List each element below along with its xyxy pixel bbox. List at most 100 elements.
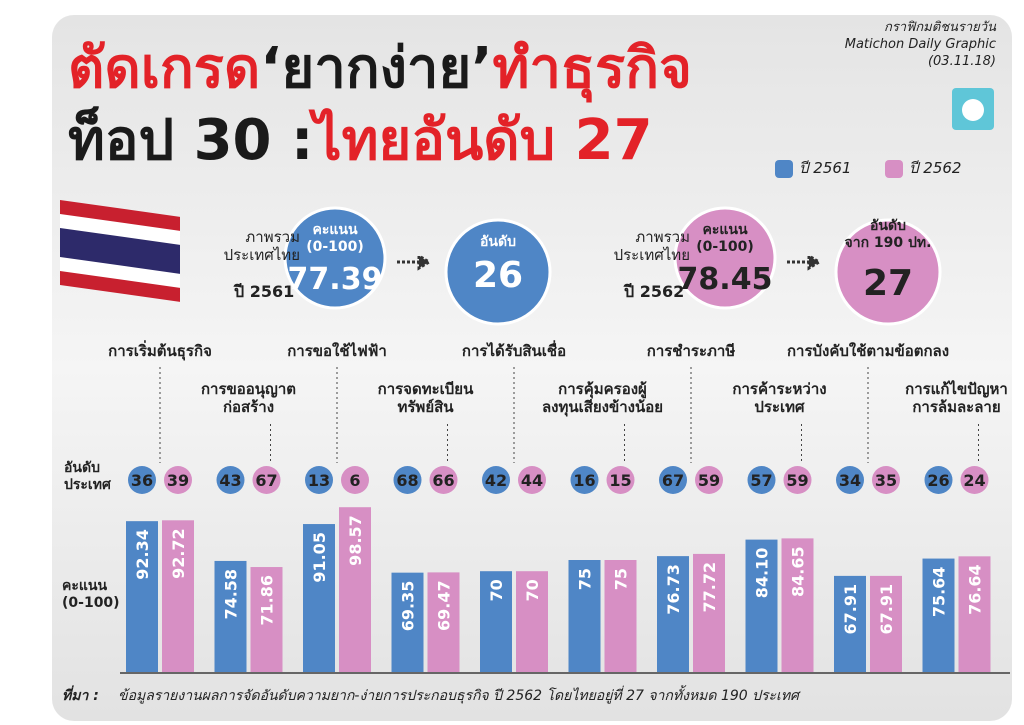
title-part: ท็อป 30 :: [68, 108, 314, 173]
bar: [214, 560, 247, 672]
category-label: การเริ่มต้นธุรกิจ: [108, 342, 212, 360]
value-label: 77.72: [700, 562, 719, 613]
value-label: 98.57: [346, 515, 365, 566]
value-label: 75: [612, 568, 631, 590]
summary-year: ปี 2562: [624, 282, 685, 301]
legend-label: ปี 2561: [799, 159, 852, 177]
category-label: การคุ้มครองผู้ ลงทุนเสียงข้างน้อย: [541, 380, 664, 416]
title-part: ตัดเกรด: [68, 36, 261, 101]
bar: [568, 560, 601, 672]
score-circle: [283, 206, 387, 310]
bar: [657, 556, 689, 672]
category-label: การบังคับใช้ตามข้อตกลง: [786, 342, 950, 360]
credit: กราฟิกมติชนรายวัน: [883, 20, 996, 35]
score-value: 77.39: [287, 262, 383, 297]
rank-badge: [341, 466, 369, 494]
rank-badge: [872, 466, 900, 494]
rank-value: 57: [750, 471, 772, 490]
legend-swatch: [775, 160, 793, 178]
credit: Matichon Daily Graphic: [844, 37, 996, 52]
rank-badge: [924, 466, 953, 494]
rank-badge: [659, 466, 687, 494]
score-label: คะแนน (0-100): [306, 222, 364, 255]
bar: [250, 567, 283, 672]
category-label: การจดทะเบียน ทรัพย์สิน: [377, 380, 474, 416]
rank-value: 34: [839, 471, 861, 490]
rank-badge: [606, 466, 635, 494]
value-label: 74.58: [222, 569, 241, 620]
bar: [516, 571, 548, 672]
rank-value: 67: [662, 471, 684, 490]
baseline: [120, 672, 1010, 674]
value-label: 69.47: [435, 580, 454, 631]
rank-value: 26: [472, 255, 524, 296]
rank-badge: [570, 466, 599, 494]
rank-label: อันดับ จาก 190 ปท.: [844, 218, 932, 251]
rank-value: 67: [255, 471, 277, 490]
score-value: 78.45: [677, 262, 773, 297]
bar: [604, 560, 637, 672]
bar: [391, 572, 424, 672]
rank-badge: [216, 466, 245, 494]
bar: [162, 520, 194, 672]
title-part: ‘ยากง่าย’: [260, 36, 493, 101]
arrow: [397, 253, 432, 271]
category-label: การได้รับสินเชื่อ: [461, 342, 567, 360]
bar: [693, 553, 725, 672]
flag: [60, 200, 180, 302]
title-line: ท็อป 30 :ไทยอันดับ 27: [68, 110, 653, 172]
title-line: ตัดเกรด‘ยากง่าย’ทำธุรกิจ: [68, 38, 692, 100]
category-label: การแก้ไขปัญหา การล้มละลาย: [905, 380, 1008, 416]
rank-circle: [834, 218, 942, 326]
rank-value: 59: [698, 471, 720, 490]
rank-badge: [482, 466, 510, 494]
rank-badge: [747, 466, 776, 494]
legend-label: ปี 2562: [909, 159, 962, 177]
title-part: ไทยอันดับ 27: [313, 108, 653, 173]
score-label: คะแนน (0-100): [696, 222, 754, 255]
rank-value: 13: [308, 471, 330, 490]
bar: [781, 538, 814, 672]
value-label: 84.10: [753, 548, 772, 599]
bar: [339, 507, 371, 672]
summary-label: ภาพรวม ประเทศไทย: [223, 228, 300, 264]
value-label: 75.64: [930, 567, 949, 618]
rank-value: 43: [219, 471, 241, 490]
rank-value: 24: [963, 471, 985, 490]
category-label: การขออนุญาต ก่อสร้าง: [200, 380, 297, 416]
rank-badge: [393, 466, 422, 494]
bar: [126, 521, 158, 672]
value-label: 67.91: [877, 584, 896, 635]
summary-year: ปี 2561: [234, 282, 295, 301]
rank-badge: [518, 466, 546, 494]
bar: [745, 539, 778, 672]
logo-cat: [962, 99, 984, 121]
value-label: 70: [487, 579, 506, 601]
value-label: 92.34: [133, 529, 152, 580]
rank-value: 6: [349, 471, 360, 490]
value-label: 70: [523, 579, 542, 601]
rank-badge: [164, 466, 192, 494]
rank-value: 44: [521, 471, 543, 490]
value-label: 71.86: [258, 575, 277, 626]
bar: [480, 571, 512, 672]
rank-badge: [783, 466, 812, 494]
rank-value: 59: [786, 471, 808, 490]
value-label: 76.64: [966, 564, 985, 615]
summary-label: ภาพรวม ประเทศไทย: [613, 228, 690, 264]
rank-badge: [695, 466, 723, 494]
category-label: การชำระภาษี: [646, 342, 736, 360]
value-label: 92.72: [169, 528, 188, 579]
bar: [427, 572, 460, 672]
arrow: [787, 253, 822, 271]
title-part: ทำธุรกิจ: [492, 36, 692, 101]
bar: [834, 575, 866, 672]
bar: [958, 556, 991, 672]
rank-value: 36: [131, 471, 153, 490]
rank-value: 66: [432, 471, 454, 490]
source-text: ข้อมูลรายงานผลการจัดอันดับความยาก-ง่ายกา…: [118, 688, 799, 704]
bar: [870, 575, 902, 672]
rank-circle: [444, 218, 552, 326]
value-label: 76.73: [664, 564, 683, 615]
bar: [922, 558, 955, 672]
